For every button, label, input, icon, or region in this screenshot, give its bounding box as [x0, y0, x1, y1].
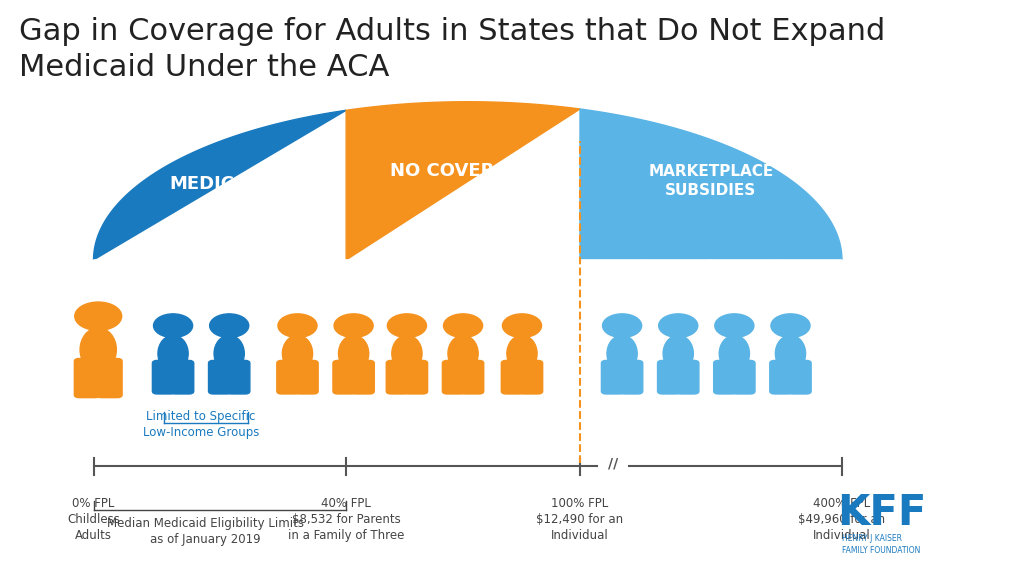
Polygon shape	[346, 102, 580, 260]
Polygon shape	[93, 260, 178, 274]
Circle shape	[334, 314, 373, 337]
Text: Gap in Coverage for Adults in States that Do Not Expand
Medicaid Under the ACA: Gap in Coverage for Adults in States tha…	[18, 17, 885, 82]
Ellipse shape	[507, 335, 538, 372]
Polygon shape	[346, 260, 404, 270]
Polygon shape	[580, 109, 842, 260]
Ellipse shape	[80, 328, 117, 372]
Polygon shape	[580, 260, 645, 271]
Text: HENRY J KAISER
FAMILY FOUNDATION: HENRY J KAISER FAMILY FOUNDATION	[842, 534, 921, 555]
Circle shape	[278, 314, 317, 337]
Circle shape	[387, 314, 426, 337]
Text: 40% FPL
$8,532 for Parents
in a Family of Three: 40% FPL $8,532 for Parents in a Family o…	[288, 497, 404, 542]
Text: Median Medicaid Eligibility Limits
as of January 2019: Median Medicaid Eligibility Limits as of…	[108, 517, 304, 546]
Polygon shape	[711, 260, 776, 271]
FancyBboxPatch shape	[386, 360, 410, 394]
Circle shape	[443, 314, 482, 337]
Ellipse shape	[283, 335, 312, 372]
Text: Limited to Specific
Low-Income Groups: Limited to Specific Low-Income Groups	[143, 410, 259, 438]
FancyBboxPatch shape	[227, 360, 250, 394]
FancyBboxPatch shape	[209, 360, 231, 394]
FancyBboxPatch shape	[732, 360, 755, 394]
Ellipse shape	[158, 335, 188, 372]
Text: KFF: KFF	[838, 492, 927, 533]
FancyBboxPatch shape	[404, 360, 428, 394]
Circle shape	[658, 314, 697, 337]
Text: MEDICAID: MEDICAID	[170, 175, 270, 193]
FancyBboxPatch shape	[601, 360, 625, 394]
FancyBboxPatch shape	[461, 360, 483, 394]
FancyBboxPatch shape	[96, 358, 122, 398]
Ellipse shape	[339, 335, 369, 372]
FancyBboxPatch shape	[351, 360, 375, 394]
Circle shape	[715, 314, 754, 337]
FancyBboxPatch shape	[676, 360, 699, 394]
FancyBboxPatch shape	[442, 360, 465, 394]
FancyBboxPatch shape	[788, 360, 811, 394]
FancyBboxPatch shape	[502, 360, 524, 394]
FancyBboxPatch shape	[276, 360, 300, 394]
FancyBboxPatch shape	[714, 360, 736, 394]
Text: NO COVERAGE: NO COVERAGE	[390, 162, 536, 180]
Text: MARKETPLACE
SUBSIDIES: MARKETPLACE SUBSIDIES	[648, 164, 773, 198]
FancyBboxPatch shape	[295, 360, 318, 394]
Polygon shape	[521, 260, 580, 270]
Text: //: //	[607, 457, 617, 470]
FancyBboxPatch shape	[333, 360, 355, 394]
Polygon shape	[645, 260, 711, 271]
Polygon shape	[404, 260, 463, 270]
Circle shape	[154, 314, 193, 337]
Circle shape	[75, 302, 122, 331]
FancyBboxPatch shape	[620, 360, 643, 394]
Text: 100% FPL
$12,490 for an
Individual: 100% FPL $12,490 for an Individual	[537, 497, 624, 542]
Ellipse shape	[719, 335, 750, 372]
Ellipse shape	[392, 335, 422, 372]
Text: 0% FPL
Childless
Adults: 0% FPL Childless Adults	[68, 497, 120, 542]
Circle shape	[503, 314, 542, 337]
Polygon shape	[776, 260, 842, 271]
FancyBboxPatch shape	[153, 360, 175, 394]
FancyBboxPatch shape	[520, 360, 543, 394]
Polygon shape	[262, 260, 346, 274]
Ellipse shape	[214, 335, 245, 372]
Polygon shape	[178, 260, 262, 274]
Circle shape	[602, 314, 642, 337]
Text: 400% FPL
$49,960 for an
Individual: 400% FPL $49,960 for an Individual	[799, 497, 886, 542]
Ellipse shape	[664, 335, 693, 372]
Ellipse shape	[447, 335, 478, 372]
Polygon shape	[93, 110, 346, 260]
Polygon shape	[463, 260, 521, 270]
FancyBboxPatch shape	[75, 358, 100, 398]
Ellipse shape	[607, 335, 637, 372]
Ellipse shape	[775, 335, 806, 372]
FancyBboxPatch shape	[770, 360, 793, 394]
FancyBboxPatch shape	[657, 360, 680, 394]
FancyBboxPatch shape	[171, 360, 194, 394]
Circle shape	[771, 314, 810, 337]
Circle shape	[210, 314, 249, 337]
